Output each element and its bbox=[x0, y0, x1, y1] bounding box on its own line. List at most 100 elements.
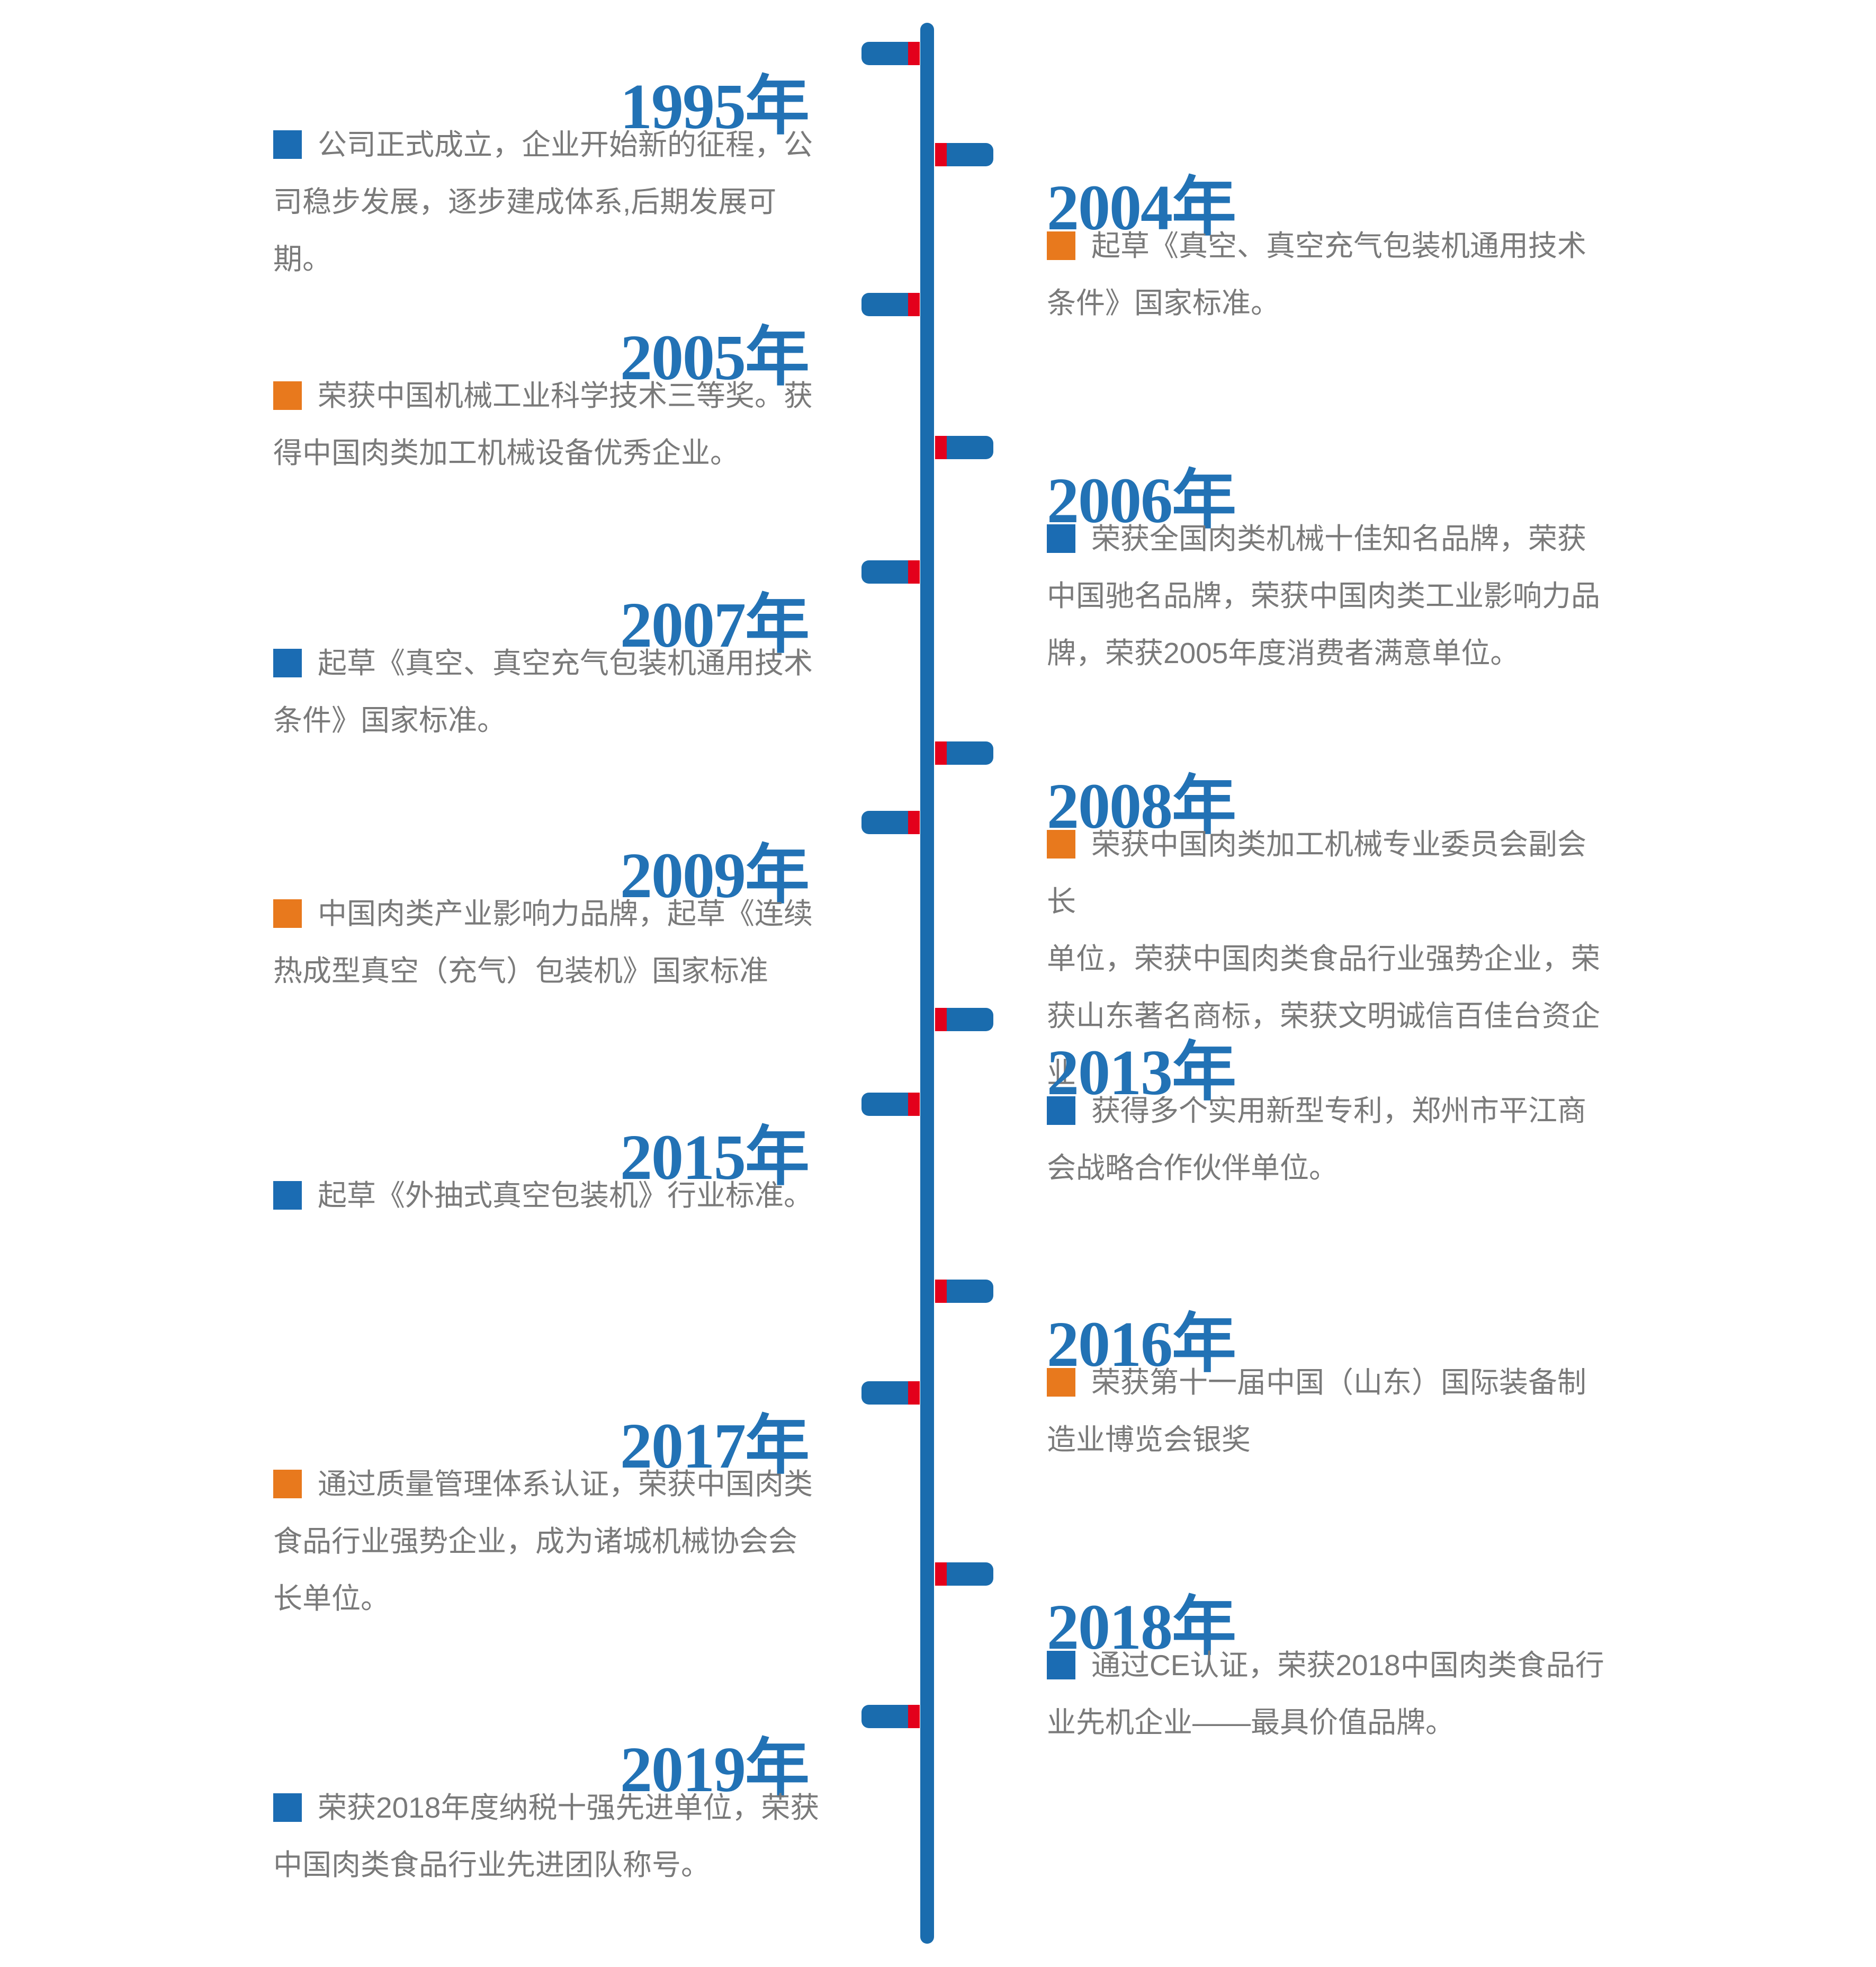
milestone-lines: 起草《真空、真空充气包装机通用技术 条件》国家标准。 bbox=[273, 647, 813, 737]
year-suffix: 年 bbox=[1172, 1592, 1236, 1664]
connector-bar-icon bbox=[861, 811, 908, 834]
year-label-2004: 2004年 bbox=[1047, 176, 1608, 240]
bullet-square-icon bbox=[1047, 231, 1075, 261]
connector-tick-icon bbox=[935, 1562, 947, 1586]
connector-2013 bbox=[935, 1008, 993, 1031]
year-number: 1995 bbox=[620, 71, 746, 143]
milestone-text-2009: 中国肉类产业影响力品牌，起草《连续 热成型真空（充气）包装机》国家标准 bbox=[273, 885, 834, 999]
year-label-2018: 2018年 bbox=[1047, 1595, 1608, 1660]
year-suffix: 年 bbox=[745, 1122, 810, 1194]
milestone-text-2007: 起草《真空、真空充气包装机通用技术 条件》国家标准。 bbox=[273, 634, 834, 749]
bullet-square-icon bbox=[1047, 524, 1075, 553]
connector-bar-icon bbox=[861, 293, 908, 316]
year-suffix: 年 bbox=[1172, 771, 1236, 843]
year-suffix: 年 bbox=[745, 322, 810, 394]
year-number: 2013 bbox=[1047, 1037, 1173, 1109]
bullet-square-icon bbox=[1047, 1368, 1075, 1397]
year-number: 2016 bbox=[1047, 1309, 1173, 1381]
year-suffix: 年 bbox=[745, 1734, 810, 1806]
milestone-lines: 获得多个实用新型专利，郑州市平江商 会战略合作伙伴单位。 bbox=[1047, 1094, 1587, 1184]
year-suffix: 年 bbox=[1172, 172, 1236, 244]
milestone-text-2018: 通过CE认证，荣获2018中国肉类食品行 业先机企业——最具价值品牌。 bbox=[1047, 1637, 1608, 1751]
bullet-square-icon bbox=[273, 1181, 302, 1210]
year-label-2017: 2017年 bbox=[273, 1414, 810, 1479]
milestone-text-2004: 起草《真空、真空充气包装机通用技术 条件》国家标准。 bbox=[1047, 217, 1608, 332]
milestone-text-2013: 获得多个实用新型专利，郑州市平江商 会战略合作伙伴单位。 bbox=[1047, 1082, 1608, 1196]
year-number: 2017 bbox=[620, 1410, 746, 1482]
milestone-text-2005: 荣获中国机械工业科学技术三等奖。获 得中国肉类加工机械设备优秀企业。 bbox=[273, 367, 834, 481]
milestone-lines: 荣获2018年度纳税十强先进单位，荣获 中国肉类食品行业先进团队称号。 bbox=[273, 1791, 820, 1881]
milestone-lines: 起草《外抽式真空包装机》行业标准。 bbox=[318, 1179, 813, 1212]
milestone-text-2016: 荣获第十一届中国（山东）国际装备制 造业博览会银奖 bbox=[1047, 1354, 1608, 1468]
connector-2018 bbox=[935, 1562, 993, 1586]
milestone-text-1995: 公司正式成立，企业开始新的征程，公 司稳步发展，逐步建成体系,后期发展可期。 bbox=[273, 116, 834, 288]
year-suffix: 年 bbox=[745, 840, 810, 912]
year-label-2005: 2005年 bbox=[273, 326, 810, 390]
year-number: 2009 bbox=[620, 840, 746, 912]
connector-2009 bbox=[861, 811, 920, 834]
year-label-2015: 2015年 bbox=[273, 1122, 810, 1194]
year-suffix: 年 bbox=[745, 589, 810, 661]
connector-2017 bbox=[861, 1381, 920, 1405]
connector-tick-icon bbox=[908, 1705, 920, 1728]
connector-bar-icon bbox=[861, 1705, 908, 1728]
year-label-2013: 2013年 bbox=[1047, 1041, 1608, 1105]
year-number: 2007 bbox=[620, 589, 746, 661]
connector-1995 bbox=[861, 42, 920, 65]
year-label-2007: 2007年 bbox=[273, 593, 810, 658]
milestone-lines: 荣获中国机械工业科学技术三等奖。获 得中国肉类加工机械设备优秀企业。 bbox=[273, 379, 813, 469]
milestone-lines: 荣获全国肉类机械十佳知名品牌，荣获 中国驰名品牌，荣获中国肉类工业影响力品 牌，荣获… bbox=[1047, 522, 1601, 669]
bullet-square-icon bbox=[273, 1793, 302, 1822]
milestone-lines: 荣获中国肉类加工机械专业委员会副会长 单位，荣获中国肉类食品行业强势企业，荣 获山东… bbox=[1047, 828, 1601, 1089]
year-suffix: 年 bbox=[1172, 465, 1236, 537]
connector-2006 bbox=[935, 436, 993, 459]
year-label-1995: 1995年 bbox=[273, 75, 810, 139]
milestone-text-2008: 荣获中国肉类加工机械专业委员会副会长 单位，荣获中国肉类食品行业强势企业，荣 获山东… bbox=[1047, 816, 1608, 1102]
connector-tick-icon bbox=[935, 1280, 947, 1303]
bullet-square-icon bbox=[273, 1470, 302, 1499]
year-number: 2015 bbox=[620, 1122, 746, 1194]
connector-tick-icon bbox=[908, 293, 920, 316]
bullet-square-icon bbox=[273, 899, 302, 928]
bullet-square-icon bbox=[273, 649, 302, 678]
connector-2007 bbox=[861, 560, 920, 584]
bullet-square-icon bbox=[1047, 1096, 1075, 1125]
year-suffix: 年 bbox=[1172, 1037, 1236, 1109]
connector-2016 bbox=[935, 1280, 993, 1303]
connector-2005 bbox=[861, 293, 920, 316]
milestone-lines: 荣获第十一届中国（山东）国际装备制 造业博览会银奖 bbox=[1047, 1366, 1587, 1456]
year-label-2019: 2019年 bbox=[273, 1738, 810, 1802]
connector-bar-icon bbox=[861, 1381, 908, 1405]
connector-tick-icon bbox=[908, 42, 920, 65]
connector-bar-icon bbox=[947, 436, 993, 459]
milestone-lines: 中国肉类产业影响力品牌，起草《连续 热成型真空（充气）包装机》国家标准 bbox=[273, 897, 813, 987]
connector-bar-icon bbox=[861, 42, 908, 65]
year-number: 2019 bbox=[620, 1734, 746, 1806]
bullet-square-icon bbox=[273, 130, 302, 159]
connector-tick-icon bbox=[908, 560, 920, 584]
connector-bar-icon bbox=[947, 1562, 993, 1586]
milestone-text-2017: 通过质量管理体系认证，荣获中国肉类 食品行业强势企业，成为诸城机械协会会 长单位。 bbox=[273, 1455, 834, 1627]
year-suffix: 年 bbox=[745, 71, 810, 143]
connector-bar-icon bbox=[947, 1008, 993, 1031]
milestone-text-2015: 起草《外抽式真空包装机》行业标准。 bbox=[273, 1167, 834, 1224]
connector-tick-icon bbox=[935, 436, 947, 459]
bullet-square-icon bbox=[273, 381, 302, 410]
year-number: 2006 bbox=[1047, 465, 1173, 537]
year-number: 2004 bbox=[1047, 172, 1173, 244]
milestone-text-2019: 荣获2018年度纳税十强先进单位，荣获 中国肉类食品行业先进团队称号。 bbox=[273, 1779, 834, 1893]
year-label-2006: 2006年 bbox=[1047, 469, 1608, 533]
timeline-axis bbox=[920, 23, 934, 1944]
connector-2015 bbox=[861, 1093, 920, 1116]
year-label-2009: 2009年 bbox=[273, 844, 810, 908]
year-number: 2005 bbox=[620, 322, 746, 394]
milestone-lines: 通过质量管理体系认证，荣获中国肉类 食品行业强势企业，成为诸城机械协会会 长单位。 bbox=[273, 1468, 813, 1615]
connector-tick-icon bbox=[935, 741, 947, 765]
year-number: 2008 bbox=[1047, 771, 1173, 843]
connector-bar-icon bbox=[861, 1093, 908, 1116]
year-label-2016: 2016年 bbox=[1047, 1312, 1608, 1377]
connector-tick-icon bbox=[908, 1381, 920, 1405]
year-suffix: 年 bbox=[1172, 1309, 1236, 1381]
milestone-lines: 公司正式成立，企业开始新的征程，公 司稳步发展，逐步建成体系,后期发展可期。 bbox=[273, 128, 813, 275]
